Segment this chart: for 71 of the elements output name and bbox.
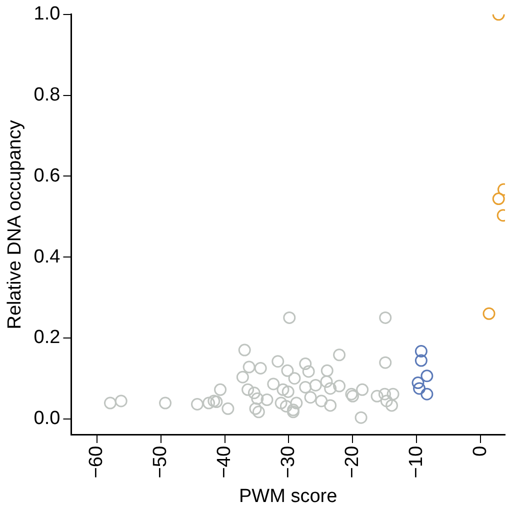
point bbox=[324, 399, 337, 412]
point bbox=[249, 402, 262, 415]
point bbox=[320, 375, 333, 388]
point bbox=[222, 402, 234, 415]
x-tick-label: 0 bbox=[470, 446, 491, 457]
point bbox=[380, 394, 393, 408]
point bbox=[242, 360, 256, 374]
x-tick-label: −40 bbox=[214, 446, 235, 478]
y-tick-label: 0.0 bbox=[34, 408, 60, 430]
point bbox=[114, 394, 128, 408]
point bbox=[260, 394, 274, 406]
point bbox=[276, 383, 290, 396]
y-tick-label: 0.2 bbox=[34, 327, 60, 348]
point bbox=[333, 380, 346, 392]
point bbox=[386, 399, 398, 412]
y-axis-title: Relative DNA occupancy bbox=[4, 120, 26, 330]
point bbox=[420, 370, 434, 382]
point bbox=[302, 365, 315, 378]
y-tick-label: 0.4 bbox=[34, 246, 61, 268]
point bbox=[281, 364, 294, 377]
point bbox=[320, 364, 334, 377]
point bbox=[413, 382, 426, 395]
point bbox=[272, 355, 284, 368]
point bbox=[267, 378, 280, 390]
point bbox=[386, 388, 400, 400]
point bbox=[309, 378, 322, 392]
point bbox=[274, 396, 288, 410]
point bbox=[159, 396, 172, 410]
point bbox=[299, 381, 312, 394]
point bbox=[248, 386, 260, 400]
y-tick-label: 1.0 bbox=[34, 4, 60, 25]
point bbox=[104, 396, 116, 410]
point bbox=[288, 372, 301, 385]
x-tick-label: −30 bbox=[278, 446, 299, 478]
x-tick-label: −60 bbox=[86, 446, 108, 478]
point bbox=[282, 385, 294, 398]
x-tick-label: −20 bbox=[342, 446, 363, 478]
point bbox=[304, 391, 317, 404]
point bbox=[236, 370, 249, 384]
y-tick-label: 0.6 bbox=[34, 165, 60, 186]
point bbox=[238, 344, 251, 356]
point bbox=[315, 394, 328, 408]
x-axis-title: PWM score bbox=[239, 486, 338, 507]
point bbox=[356, 383, 369, 396]
point bbox=[379, 311, 392, 324]
point bbox=[202, 396, 216, 410]
point bbox=[414, 354, 428, 367]
y-tick-label: 0.8 bbox=[34, 84, 60, 106]
point bbox=[280, 400, 292, 413]
point bbox=[254, 362, 267, 374]
point bbox=[370, 390, 384, 402]
x-tick-label: −50 bbox=[150, 446, 172, 478]
point bbox=[290, 396, 303, 410]
point bbox=[354, 411, 368, 424]
point bbox=[379, 356, 392, 369]
point bbox=[324, 382, 337, 395]
point bbox=[210, 396, 223, 408]
point bbox=[283, 311, 296, 324]
point bbox=[414, 345, 428, 358]
point bbox=[251, 392, 264, 405]
point bbox=[214, 383, 227, 396]
point bbox=[252, 406, 265, 418]
point bbox=[412, 376, 424, 390]
point bbox=[208, 394, 220, 408]
x-tick-label: −10 bbox=[406, 446, 427, 478]
point bbox=[191, 398, 204, 410]
point bbox=[242, 383, 254, 396]
point bbox=[420, 388, 434, 400]
point bbox=[299, 358, 312, 370]
point bbox=[378, 388, 391, 400]
point bbox=[333, 348, 346, 362]
